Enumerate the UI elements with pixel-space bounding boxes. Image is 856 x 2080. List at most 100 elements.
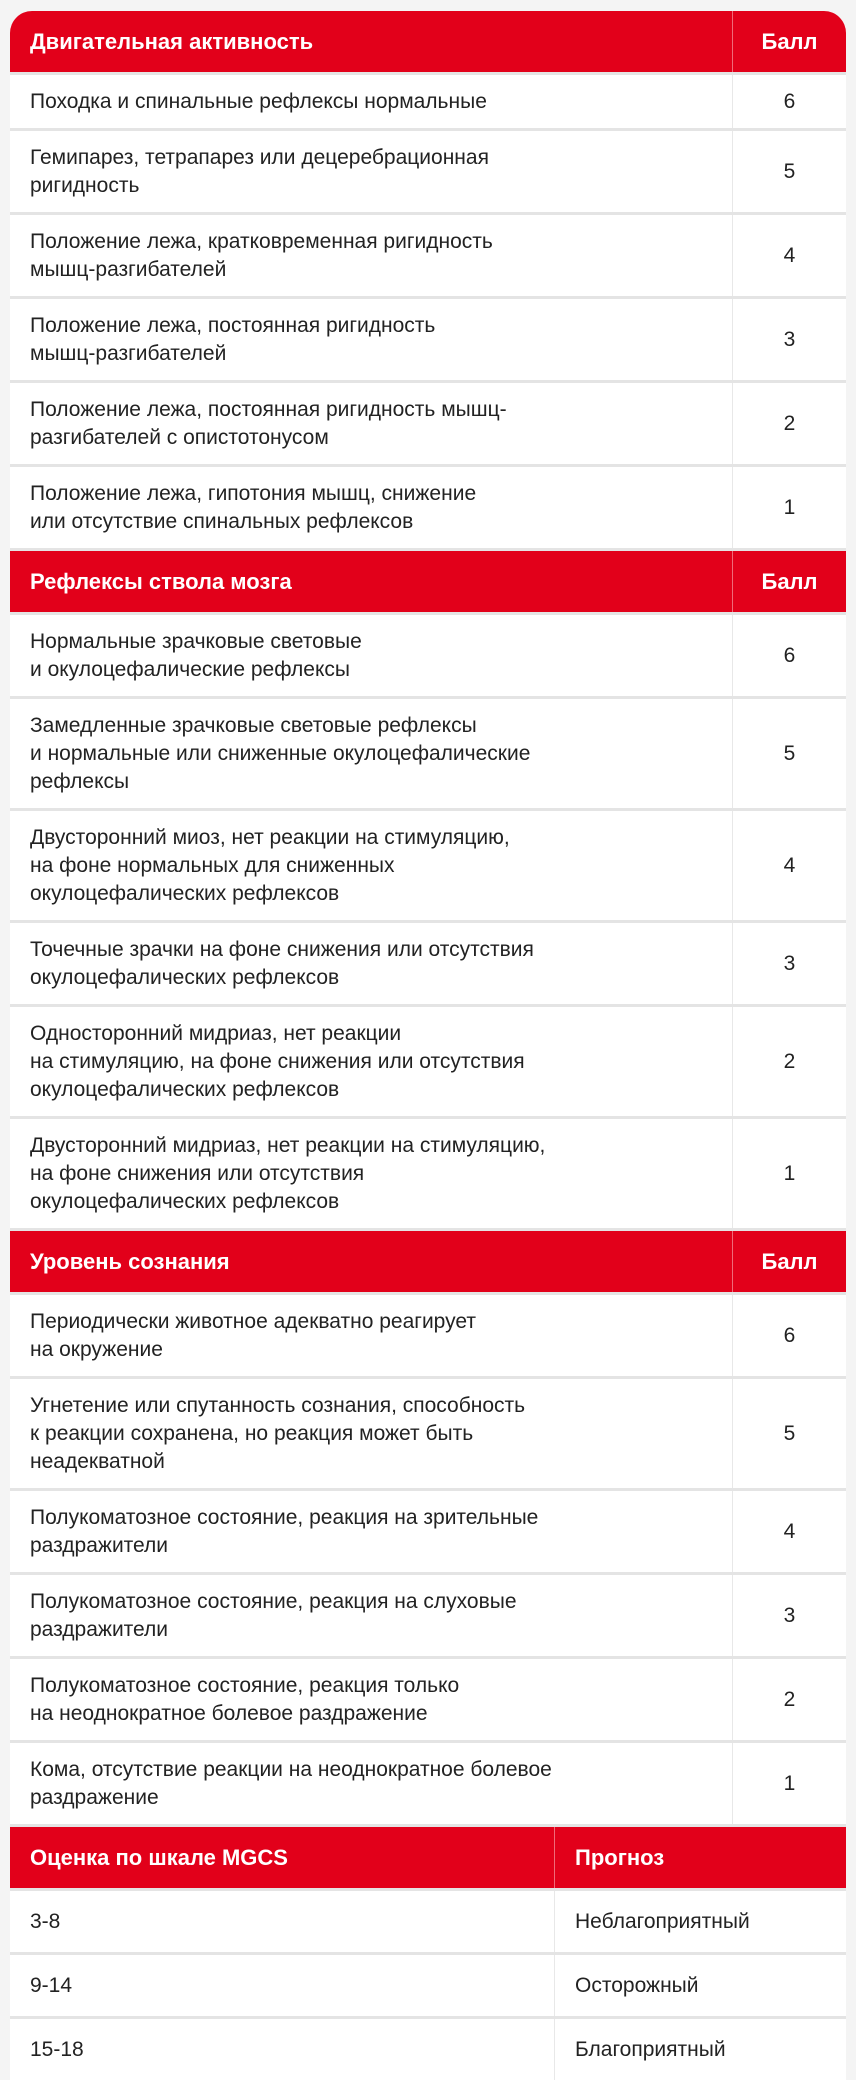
criterion-description: Полукоматозное состояние, реакция только… bbox=[10, 1659, 733, 1740]
table-row: Положение лежа, кратковременная ригиднос… bbox=[10, 215, 846, 299]
score-value: 4 bbox=[783, 1519, 796, 1543]
table-row: Полукоматозное состояние, реакция только… bbox=[10, 1659, 846, 1743]
criterion-description: Гемипарез, тетрапарез или децеребрационн… bbox=[10, 131, 733, 212]
criterion-line: мышц-разгибателей bbox=[30, 258, 227, 281]
table-row: Нормальные зрачковые световые и окулоцефа… bbox=[10, 615, 846, 699]
prognosis: Осторожный bbox=[575, 1973, 699, 1997]
criterion-line: на окружение bbox=[30, 1338, 163, 1361]
score-column-header: Балл bbox=[761, 28, 818, 54]
summary-row: 3-8 Неблагоприятный bbox=[10, 1891, 846, 1955]
prognosis: Неблагоприятный bbox=[575, 1909, 750, 1933]
criterion-description: Точечные зрачки на фоне снижения или отс… bbox=[10, 923, 733, 1004]
table-row: Замедленные зрачковые световые рефлексы и… bbox=[10, 699, 846, 811]
criterion-line: окулоцефалических рефлексов bbox=[30, 966, 340, 989]
table-row: Полукоматозное состояние, реакция на слу… bbox=[10, 1575, 846, 1659]
criterion-description: Двусторонний мидриаз, нет реакции на сти… bbox=[10, 1119, 733, 1228]
criterion-line: Гемипарез, тетрапарез или децеребрационн… bbox=[30, 146, 489, 169]
criterion-line: Полукоматозное состояние, реакция на слу… bbox=[30, 1590, 517, 1613]
score-value: 2 bbox=[783, 1687, 796, 1711]
criterion-line: или отсутствие спинальных рефлексов bbox=[30, 510, 414, 533]
score-column-header: Балл bbox=[761, 1248, 818, 1274]
criterion-description: Полукоматозное состояние, реакция на зри… bbox=[10, 1491, 733, 1572]
criterion-line: и нормальные или сниженные окулоцефаличе… bbox=[30, 742, 531, 765]
criterion-description: Положение лежа, постоянная ригидность мыш… bbox=[10, 299, 733, 380]
criterion-line: Нормальные зрачковые световые bbox=[30, 630, 362, 653]
criterion-description: Периодически животное адекватно реагируе… bbox=[10, 1295, 733, 1376]
criterion-line: Положение лежа, гипотония мышц, снижение bbox=[30, 482, 477, 505]
criterion-description: Полукоматозное состояние, реакция на слу… bbox=[10, 1575, 733, 1656]
criterion-line: Походка и спинальные рефлексы нормальные bbox=[30, 90, 487, 113]
criterion-line: разгибателей с опистотонусом bbox=[30, 426, 329, 449]
score-value: 3 bbox=[783, 327, 796, 351]
criterion-line: ригидность bbox=[30, 174, 140, 197]
criterion-description: Положение лежа, кратковременная ригиднос… bbox=[10, 215, 733, 296]
criterion-line: Периодически животное адекватно реагируе… bbox=[30, 1310, 476, 1333]
table-row: Положение лежа, постоянная ригидность мы… bbox=[10, 383, 846, 467]
criterion-description: Положение лежа, гипотония мышц, снижение… bbox=[10, 467, 733, 548]
criterion-line: на неоднократное болевое раздражение bbox=[30, 1702, 428, 1725]
criterion-line: на фоне нормальных для сниженных bbox=[30, 854, 395, 877]
mgcs-table: Двигательная активность Балл Походка и спи… bbox=[10, 11, 846, 2080]
section-title: Уровень сознания bbox=[10, 1231, 733, 1292]
table-row: Периодически животное адекватно реагируе… bbox=[10, 1295, 846, 1379]
table-row: Точечные зрачки на фоне снижения или отс… bbox=[10, 923, 846, 1007]
criterion-line: Положение лежа, постоянная ригидность мы… bbox=[30, 398, 507, 421]
criterion-description: Односторонний мидриаз, нет реакции на сти… bbox=[10, 1007, 733, 1116]
summary-score-header: Оценка по шкале MGCS bbox=[10, 1827, 555, 1888]
table-row: Кома, отсутствие реакции на неоднократно… bbox=[10, 1743, 846, 1827]
section-header: Рефлексы ствола мозга Балл bbox=[10, 551, 846, 615]
table-row: Походка и спинальные рефлексы нормальные… bbox=[10, 75, 846, 131]
section-title: Двигательная активность bbox=[10, 11, 733, 72]
prognosis: Благоприятный bbox=[575, 2037, 726, 2061]
criterion-line: раздражители bbox=[30, 1618, 169, 1641]
criterion-line: окулоцефалических рефлексов bbox=[30, 1078, 340, 1101]
criterion-line: Полукоматозное состояние, реакция на зри… bbox=[30, 1506, 539, 1529]
score-value: 6 bbox=[783, 89, 796, 113]
score-value: 1 bbox=[783, 1771, 796, 1795]
criterion-line: неадекватной bbox=[30, 1450, 165, 1473]
criterion-line: раздражители bbox=[30, 1534, 169, 1557]
score-range: 3-8 bbox=[10, 1891, 555, 1952]
criterion-line: мышц-разгибателей bbox=[30, 342, 227, 365]
table-row: Односторонний мидриаз, нет реакции на сти… bbox=[10, 1007, 846, 1119]
criterion-line: Односторонний мидриаз, нет реакции bbox=[30, 1022, 402, 1045]
score-value: 4 bbox=[783, 243, 796, 267]
score-value: 5 bbox=[783, 159, 796, 183]
table-row: Двусторонний миоз, нет реакции на стимул… bbox=[10, 811, 846, 923]
summary-prognosis-header: Прогноз bbox=[575, 1844, 665, 1870]
table-row: Гемипарез, тетрапарез или децеребрационн… bbox=[10, 131, 846, 215]
criterion-description: Двусторонний миоз, нет реакции на стимул… bbox=[10, 811, 733, 920]
score-column-header: Балл bbox=[761, 568, 818, 594]
criterion-description: Походка и спинальные рефлексы нормальные bbox=[10, 75, 733, 128]
criterion-line: на фоне снижения или отсутствия bbox=[30, 1162, 365, 1185]
criterion-line: раздражение bbox=[30, 1786, 159, 1809]
criterion-description: Замедленные зрачковые световые рефлексы и… bbox=[10, 699, 733, 808]
criterion-line: окулоцефалических рефлексов bbox=[30, 882, 340, 905]
section-title: Рефлексы ствола мозга bbox=[10, 551, 733, 612]
score-value: 3 bbox=[783, 1603, 796, 1627]
criterion-line: Угнетение или спутанность сознания, спос… bbox=[30, 1394, 526, 1417]
criterion-line: Точечные зрачки на фоне снижения или отс… bbox=[30, 938, 534, 961]
criterion-description: Нормальные зрачковые световые и окулоцефа… bbox=[10, 615, 733, 696]
score-range: 15-18 bbox=[10, 2019, 555, 2080]
criterion-line: Положение лежа, постоянная ригидность bbox=[30, 314, 436, 337]
score-range: 9-14 bbox=[10, 1955, 555, 2016]
summary-header: Оценка по шкале MGCS Прогноз bbox=[10, 1827, 846, 1891]
criterion-description: Положение лежа, постоянная ригидность мы… bbox=[10, 383, 733, 464]
score-value: 5 bbox=[783, 741, 796, 765]
criterion-line: Двусторонний мидриаз, нет реакции на сти… bbox=[30, 1134, 546, 1157]
criterion-description: Угнетение или спутанность сознания, спос… bbox=[10, 1379, 733, 1488]
score-value: 5 bbox=[783, 1421, 796, 1445]
summary-row: 15-18 Благоприятный bbox=[10, 2019, 846, 2080]
criterion-description: Кома, отсутствие реакции на неоднократно… bbox=[10, 1743, 733, 1824]
table-row: Положение лежа, постоянная ригидность мыш… bbox=[10, 299, 846, 383]
criterion-line: Двусторонний миоз, нет реакции на стимул… bbox=[30, 826, 510, 849]
score-value: 1 bbox=[783, 1161, 796, 1185]
score-value: 1 bbox=[783, 495, 796, 519]
score-value: 6 bbox=[783, 643, 796, 667]
score-value: 4 bbox=[783, 853, 796, 877]
score-value: 2 bbox=[783, 1049, 796, 1073]
criterion-line: Полукоматозное состояние, реакция только bbox=[30, 1674, 460, 1697]
table-row: Угнетение или спутанность сознания, спос… bbox=[10, 1379, 846, 1491]
criterion-line: рефлексы bbox=[30, 770, 130, 793]
